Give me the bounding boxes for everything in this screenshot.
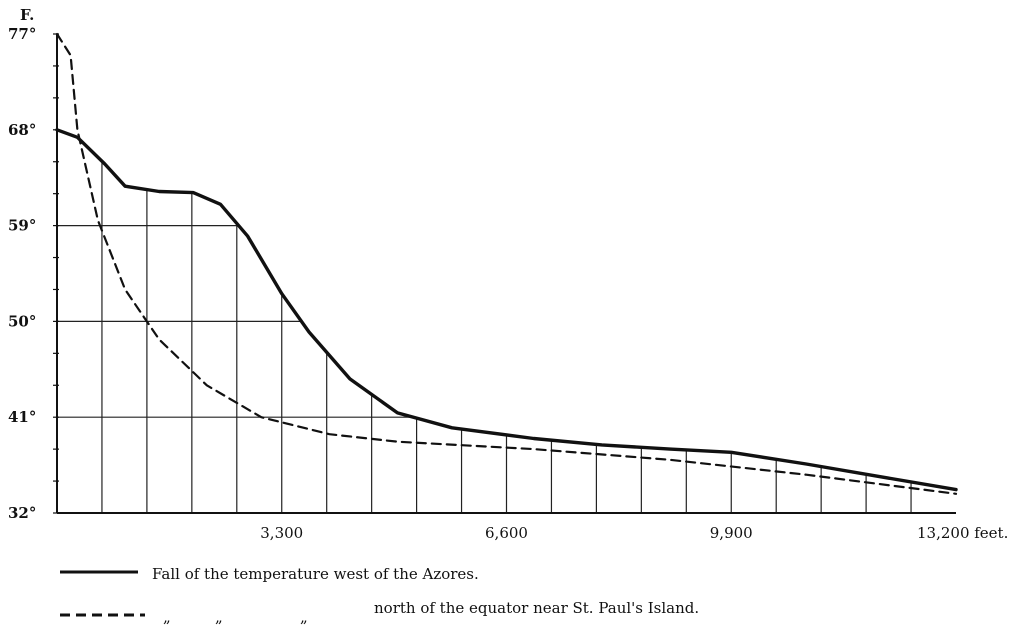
y-tick-label: 32° — [8, 504, 36, 522]
y-tick-labels: 77° 68° 59° 50° 41° 32° — [8, 25, 36, 522]
x-tick-label: 9,900 — [710, 524, 753, 542]
series — [55, 32, 958, 495]
x-tick-labels: 3,300 6,600 9,900 — [260, 524, 752, 542]
x-tick-label: 6,600 — [485, 524, 528, 542]
legend-ditto-1: „ — [163, 608, 171, 626]
legend-ditto-2: „ — [215, 608, 223, 626]
legend-label-azores: Fall of the temperature west of the Azor… — [152, 565, 479, 583]
series-line-azores — [55, 128, 958, 492]
x-tick-label: 3,300 — [260, 524, 303, 542]
y-tick-label: 41° — [8, 408, 36, 426]
grid — [57, 161, 912, 513]
legend-label-st-pauls: north of the equator near St. Paul's Isl… — [374, 599, 699, 617]
y-tick-label: 59° — [8, 217, 36, 235]
series-line-st-pauls — [55, 32, 958, 495]
legend-ditto-3: „ — [300, 608, 308, 626]
y-tick-label: 77° — [8, 25, 36, 43]
legend: Fall of the temperature west of the Azor… — [60, 565, 699, 626]
y-tick-label: 68° — [8, 121, 36, 139]
y-tick-label: 50° — [8, 312, 36, 330]
y-unit-label: F. — [20, 6, 34, 24]
axes — [53, 33, 956, 514]
x-unit-label: 13,200 feet. — [917, 524, 1008, 542]
